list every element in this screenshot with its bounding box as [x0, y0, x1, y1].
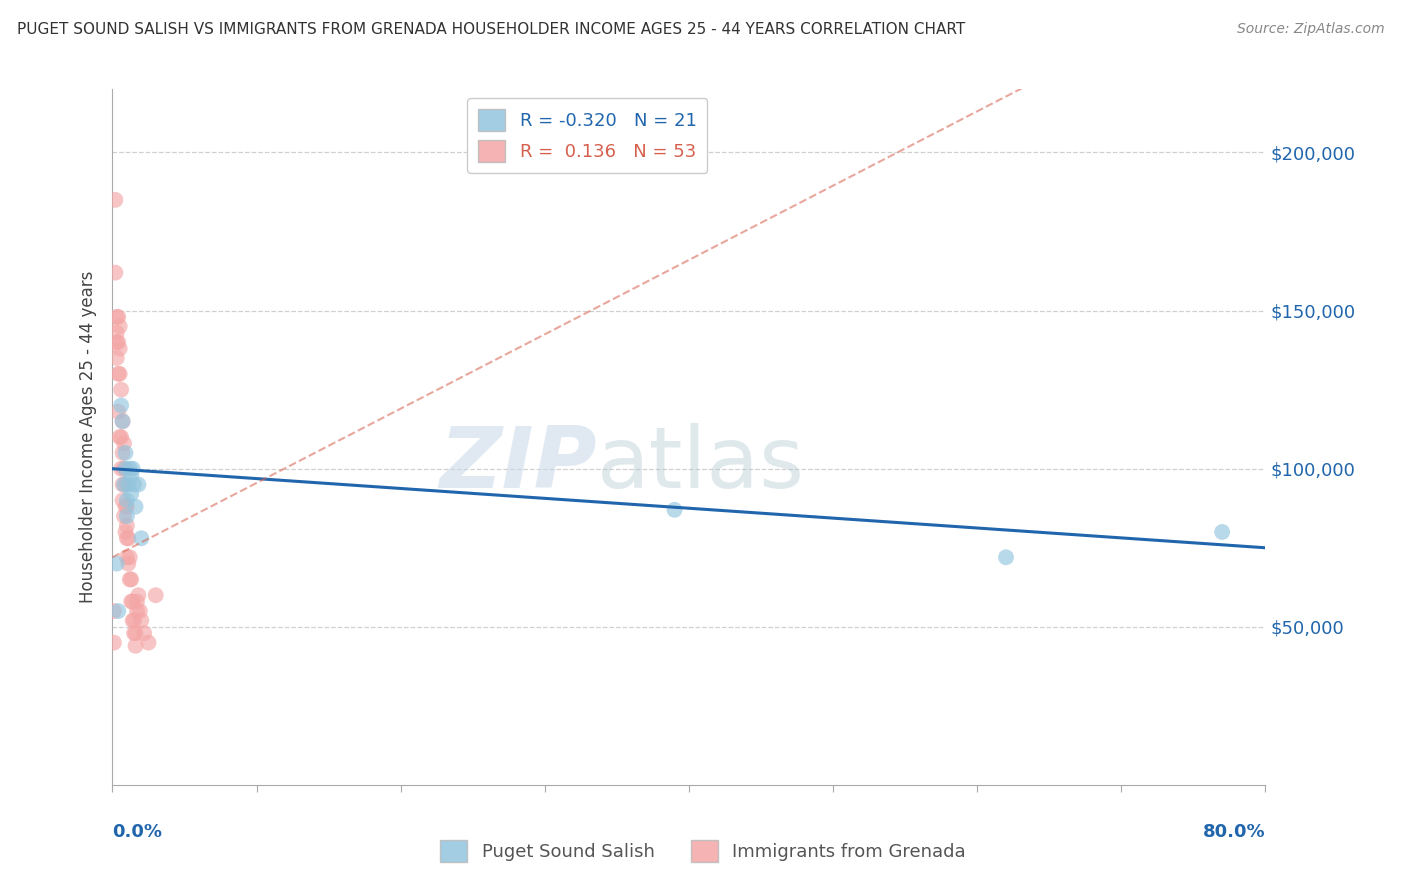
- Point: [111, 414, 134, 428]
- Point: [110, 461, 132, 475]
- Point: [120, 468, 142, 483]
- Point: [122, 626, 145, 640]
- Point: [110, 383, 132, 397]
- Point: [122, 614, 145, 628]
- Point: [114, 446, 136, 460]
- Point: [121, 461, 143, 475]
- Point: [103, 635, 125, 649]
- Point: [124, 639, 146, 653]
- Point: [115, 493, 138, 508]
- Point: [115, 518, 138, 533]
- Point: [107, 604, 129, 618]
- Point: [117, 477, 139, 491]
- Point: [120, 594, 142, 608]
- Text: atlas: atlas: [596, 424, 804, 507]
- Point: [114, 500, 136, 514]
- Point: [112, 436, 135, 450]
- Point: [134, 626, 156, 640]
- Point: [121, 614, 143, 628]
- Point: [111, 446, 134, 460]
- Point: [118, 461, 141, 475]
- Point: [124, 500, 146, 514]
- Point: [125, 604, 148, 618]
- Text: 0.0%: 0.0%: [112, 823, 163, 841]
- Point: [114, 524, 136, 539]
- Point: [107, 405, 129, 419]
- Y-axis label: Householder Income Ages 25 - 44 years: Householder Income Ages 25 - 44 years: [79, 271, 97, 603]
- Point: [120, 487, 142, 501]
- Point: [121, 594, 143, 608]
- Point: [111, 477, 134, 491]
- Point: [107, 335, 129, 350]
- Text: Source: ZipAtlas.com: Source: ZipAtlas.com: [1237, 22, 1385, 37]
- Point: [108, 342, 131, 356]
- Point: [117, 557, 139, 571]
- Point: [105, 335, 128, 350]
- Point: [107, 310, 129, 324]
- Text: PUGET SOUND SALISH VS IMMIGRANTS FROM GRENADA HOUSEHOLDER INCOME AGES 25 - 44 YE: PUGET SOUND SALISH VS IMMIGRANTS FROM GR…: [17, 22, 965, 37]
- Point: [108, 319, 131, 334]
- Text: ZIP: ZIP: [439, 424, 596, 507]
- Point: [115, 509, 138, 524]
- Point: [128, 604, 150, 618]
- Point: [115, 550, 138, 565]
- Point: [124, 626, 146, 640]
- Point: [115, 500, 138, 514]
- Point: [110, 430, 132, 444]
- Point: [110, 399, 132, 413]
- Point: [104, 193, 127, 207]
- Point: [1211, 524, 1233, 539]
- Point: [112, 461, 135, 475]
- Point: [114, 477, 136, 491]
- Point: [103, 604, 125, 618]
- Point: [111, 414, 134, 428]
- Point: [105, 557, 128, 571]
- Point: [105, 351, 128, 365]
- Point: [118, 550, 141, 565]
- Point: [145, 588, 167, 602]
- Point: [125, 594, 148, 608]
- Point: [112, 477, 135, 491]
- Point: [105, 310, 128, 324]
- Point: [120, 573, 142, 587]
- Point: [127, 588, 149, 602]
- Legend: R = -0.320   N = 21, R =  0.136   N = 53: R = -0.320 N = 21, R = 0.136 N = 53: [467, 98, 707, 173]
- Point: [105, 326, 128, 340]
- Point: [117, 531, 139, 545]
- Point: [115, 531, 138, 545]
- Point: [127, 477, 149, 491]
- Point: [107, 367, 129, 381]
- Point: [118, 573, 141, 587]
- Text: 80.0%: 80.0%: [1202, 823, 1265, 841]
- Point: [664, 503, 686, 517]
- Point: [111, 493, 134, 508]
- Point: [104, 266, 127, 280]
- Point: [138, 635, 160, 649]
- Point: [108, 367, 131, 381]
- Point: [112, 509, 135, 524]
- Point: [129, 614, 153, 628]
- Point: [995, 550, 1018, 565]
- Legend: Puget Sound Salish, Immigrants from Grenada: Puget Sound Salish, Immigrants from Gren…: [433, 833, 973, 870]
- Point: [114, 461, 136, 475]
- Point: [122, 477, 145, 491]
- Point: [108, 430, 131, 444]
- Point: [129, 531, 153, 545]
